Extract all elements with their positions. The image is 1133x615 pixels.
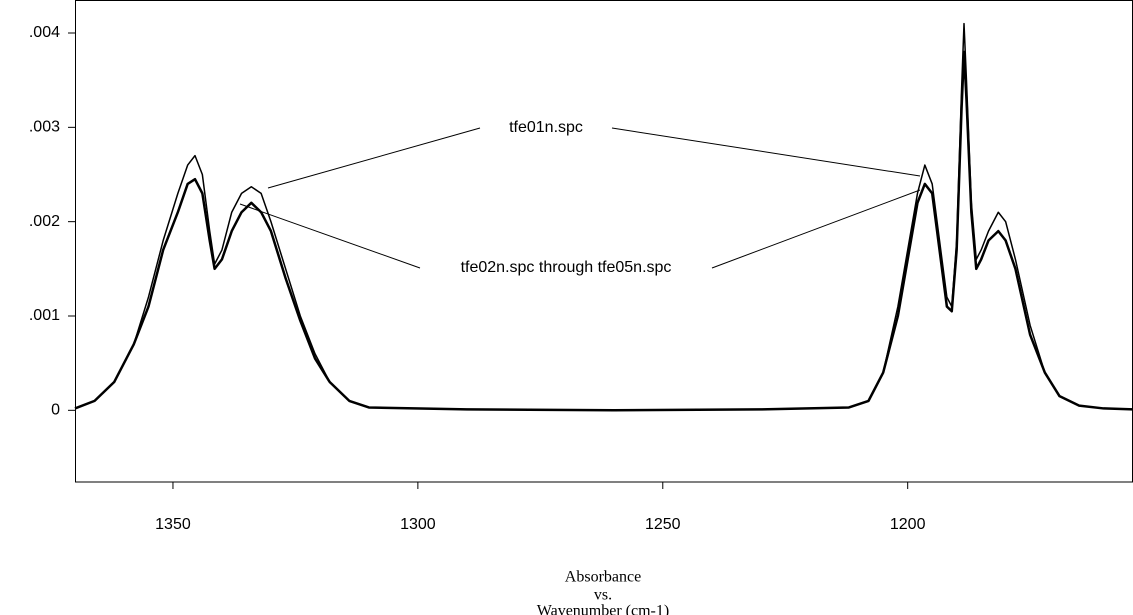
plot-area xyxy=(74,22,1133,412)
leader-line xyxy=(611,127,921,177)
y-tick-label: .002 xyxy=(29,213,60,230)
leader-line xyxy=(711,189,921,269)
annotation-bg xyxy=(482,119,610,137)
y-tick-label: .004 xyxy=(29,24,60,41)
leader-line xyxy=(239,203,421,269)
annotation-bg xyxy=(422,259,710,277)
x-axis-title: vs. xyxy=(594,587,612,604)
series-line xyxy=(74,22,1133,412)
x-tick-label: 1200 xyxy=(890,516,926,533)
x-tick-label: 1250 xyxy=(645,516,681,533)
annotation: tfe02n.spc through tfe05n.spc xyxy=(461,259,672,276)
leader-line xyxy=(267,127,481,189)
x-tick-label: 1300 xyxy=(400,516,436,533)
y-tick-label: 0 xyxy=(51,402,60,419)
series-line xyxy=(74,50,1133,412)
x-axis-title: Wavenumber (cm-1) xyxy=(537,603,669,615)
y-tick-label: .003 xyxy=(29,119,60,136)
x-axis-title: Absorbance xyxy=(565,569,641,586)
x-tick-label: 1350 xyxy=(155,516,191,533)
y-tick-label: .001 xyxy=(29,307,60,324)
annotation: tfe01n.spc xyxy=(509,119,583,136)
